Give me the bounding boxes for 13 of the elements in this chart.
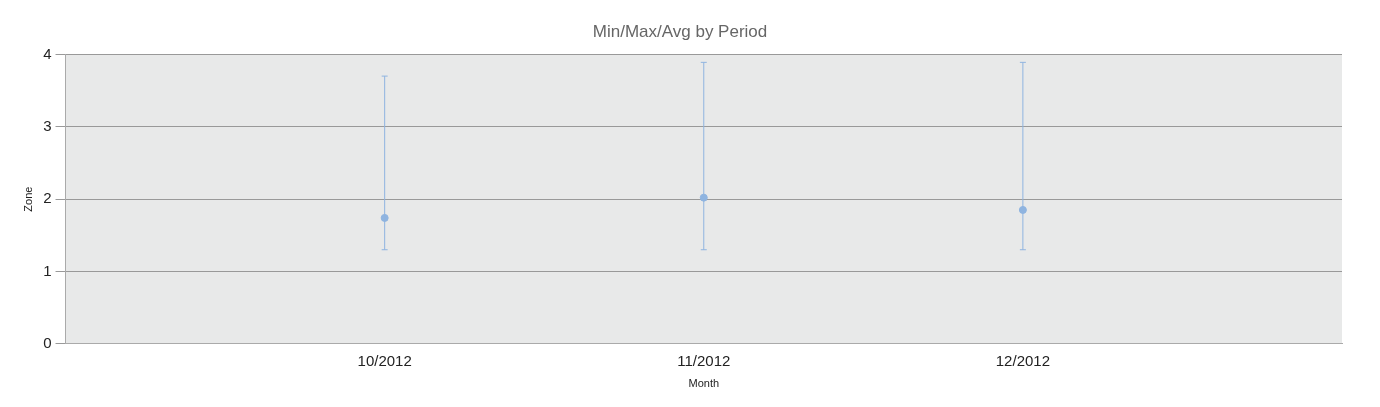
chart-title: Min/Max/Avg by Period: [592, 21, 768, 41]
y-tick-label: 3: [43, 116, 52, 134]
point: [699, 193, 708, 202]
y-tick-label: 2: [43, 189, 52, 207]
x-tick-label: 10/2012: [357, 351, 412, 369]
x-tick-label: 11/2012: [677, 351, 731, 369]
y-tick-label: 0: [43, 333, 52, 351]
y-axis-title: Zone: [21, 186, 34, 212]
x-axis-title: Month: [688, 377, 720, 390]
point: [380, 213, 389, 222]
y-tick-label: 1: [43, 261, 52, 279]
y-tick-label: 4: [43, 44, 52, 62]
x-tick-label: 12/2012: [995, 351, 1050, 369]
